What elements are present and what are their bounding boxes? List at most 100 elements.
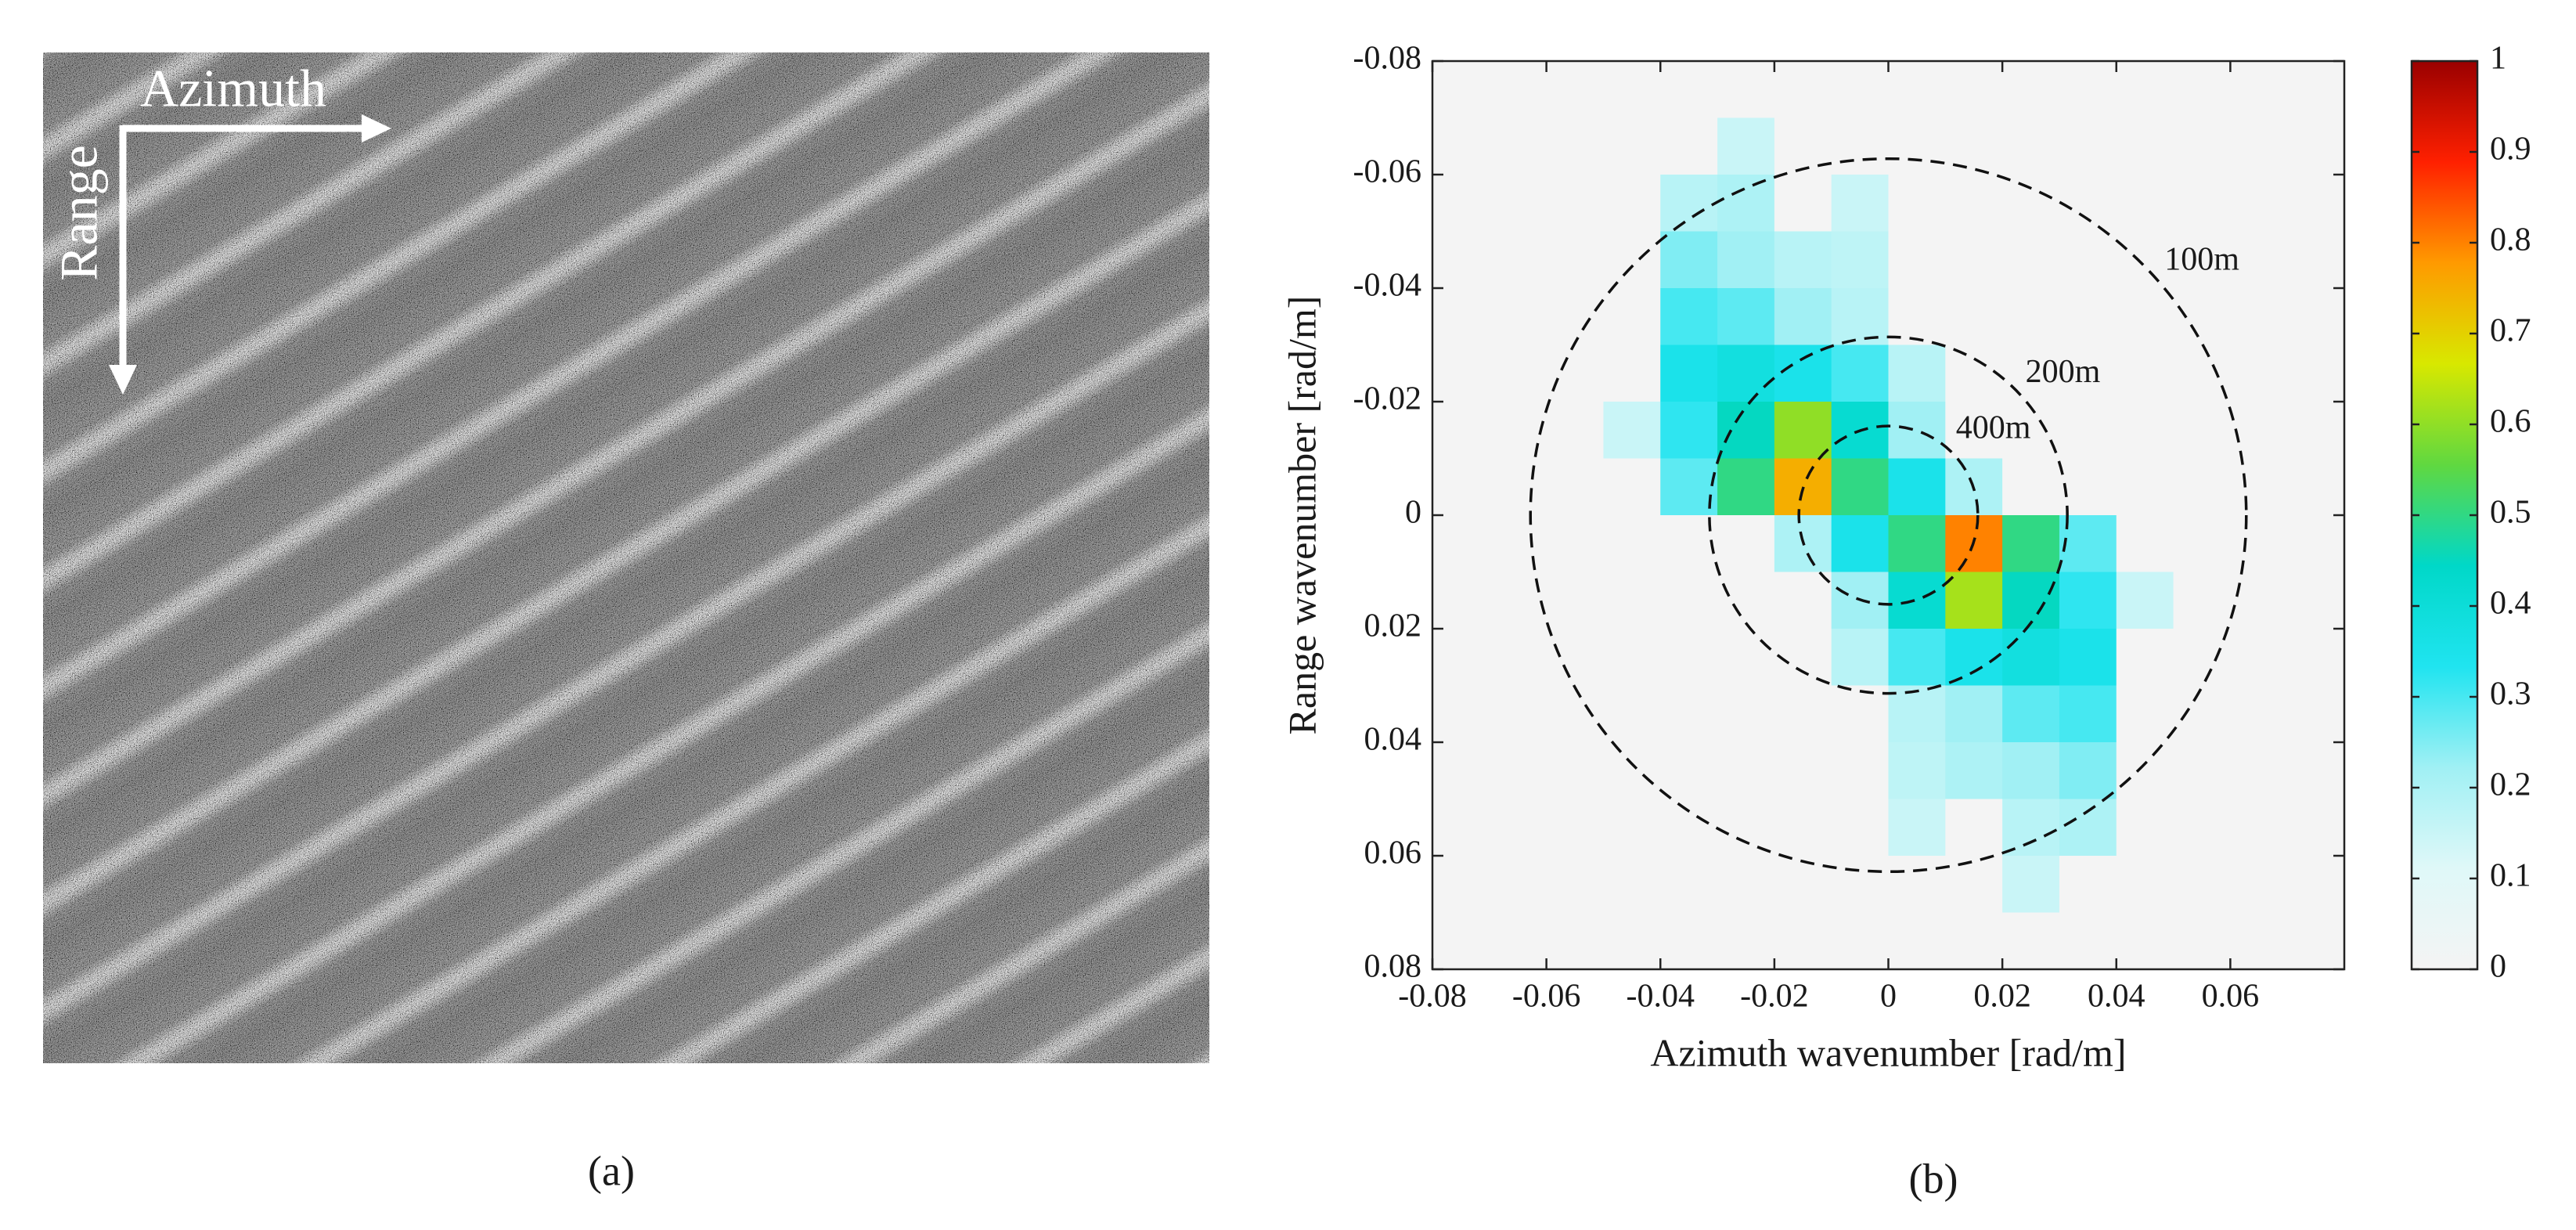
heat-cell <box>1546 629 1605 687</box>
azimuth-arrow-head <box>362 114 391 142</box>
heat-cell <box>1831 515 1890 573</box>
heat-cell <box>2059 742 2117 800</box>
heat-cell <box>2059 572 2117 629</box>
heat-cell <box>2059 231 2117 289</box>
heat-cell <box>2287 742 2345 800</box>
heat-cell <box>2002 458 2060 516</box>
heat-cell <box>1546 856 1605 914</box>
heat-cell <box>1717 572 1775 629</box>
heat-cell <box>2287 288 2345 346</box>
heat-cell <box>2002 175 2060 233</box>
heat-cell <box>1717 288 1775 346</box>
heat-cell <box>2059 515 2117 573</box>
heat-cell <box>1717 912 1775 970</box>
heat-cell <box>1660 572 1718 629</box>
x-tick-label: -0.02 <box>1740 979 1809 1015</box>
heat-cell <box>1888 856 1946 914</box>
colorbar-tick-label: 0.6 <box>2490 404 2531 440</box>
heat-cell <box>2230 402 2288 460</box>
heat-cell <box>2173 402 2231 460</box>
caption-b: (b) <box>1909 1155 1958 1202</box>
heat-cell <box>1432 629 1490 687</box>
heat-cell <box>1888 458 1946 516</box>
heat-cell <box>1831 856 1890 914</box>
heat-cell <box>2287 175 2345 233</box>
heat-cell <box>1432 799 1490 857</box>
heat-cell <box>1603 515 1661 573</box>
heat-cell <box>1489 231 1547 289</box>
heat-cell <box>1831 629 1890 687</box>
heat-cell <box>1489 175 1547 233</box>
y-tick-label: 0 <box>1405 495 1421 531</box>
heat-cell <box>1432 61 1490 119</box>
colorbar-tick-label: 0.7 <box>2490 313 2531 349</box>
heat-cell <box>2002 685 2060 743</box>
heat-cell <box>1603 231 1661 289</box>
heat-cell <box>2230 288 2288 346</box>
wavelength-circle <box>1708 335 2069 695</box>
y-axis-label: Range wavenumber [rad/m] <box>1280 296 1324 735</box>
heat-cell <box>2173 629 2231 687</box>
heat-cell <box>2173 344 2231 402</box>
heat-cell <box>2230 458 2288 516</box>
heat-cell <box>1774 117 1832 175</box>
heat-cell <box>1945 856 2003 914</box>
heat-cell <box>2116 572 2174 629</box>
heat-cell <box>1660 912 1718 970</box>
heat-cell <box>1546 344 1605 402</box>
heat-cell <box>1945 175 2003 233</box>
heat-cell <box>2173 288 2231 346</box>
heat-cell <box>1717 856 1775 914</box>
y-tick-label: -0.04 <box>1353 268 1422 304</box>
heat-cell <box>2287 344 2345 402</box>
heat-cell <box>1489 117 1547 175</box>
y-tick-label: -0.06 <box>1353 154 1422 190</box>
heat-cell <box>1774 175 1832 233</box>
heat-cell <box>1888 61 1946 119</box>
heat-cell <box>2173 856 2231 914</box>
heat-cell <box>2230 515 2288 573</box>
heat-cell <box>2116 685 2174 743</box>
heat-cell <box>1660 685 1718 743</box>
heat-cell <box>1831 344 1890 402</box>
heat-cell <box>1888 231 1946 289</box>
heat-cell <box>1603 402 1661 460</box>
colorbar-tick-label: 0.5 <box>2490 495 2531 531</box>
heat-cell <box>1888 344 1946 402</box>
heat-cell <box>1774 742 1832 800</box>
heat-cell <box>1546 742 1605 800</box>
heat-cell <box>2230 61 2288 119</box>
colorbar-tick-label: 0.1 <box>2490 858 2531 894</box>
heat-cell <box>2116 117 2174 175</box>
heat-cell <box>1831 117 1890 175</box>
heat-cell <box>1603 685 1661 743</box>
heat-cell <box>1603 175 1661 233</box>
heat-cell <box>1774 572 1832 629</box>
heat-cell <box>1432 344 1490 402</box>
heat-cell <box>2002 402 2060 460</box>
heat-cell <box>1489 515 1547 573</box>
heat-cell <box>1660 742 1718 800</box>
heat-cell <box>2173 61 2231 119</box>
heat-cell <box>2287 912 2345 970</box>
heat-cell <box>2173 742 2231 800</box>
heat-cell <box>1945 685 2003 743</box>
heat-cell <box>1888 515 1946 573</box>
heat-cell <box>2287 231 2345 289</box>
heat-cell <box>1945 629 2003 687</box>
heat-cell <box>2173 117 2231 175</box>
heat-cell <box>1660 799 1718 857</box>
heat-cell <box>1888 799 1946 857</box>
heat-cell <box>2002 117 2060 175</box>
panel-a <box>43 52 1209 1063</box>
heat-cell <box>2116 629 2174 687</box>
heat-cell <box>2116 515 2174 573</box>
heat-cell <box>1660 344 1718 402</box>
heat-cell <box>1432 402 1490 460</box>
heat-cell <box>2116 856 2174 914</box>
heat-cell <box>1831 742 1890 800</box>
heat-cell <box>1546 572 1605 629</box>
